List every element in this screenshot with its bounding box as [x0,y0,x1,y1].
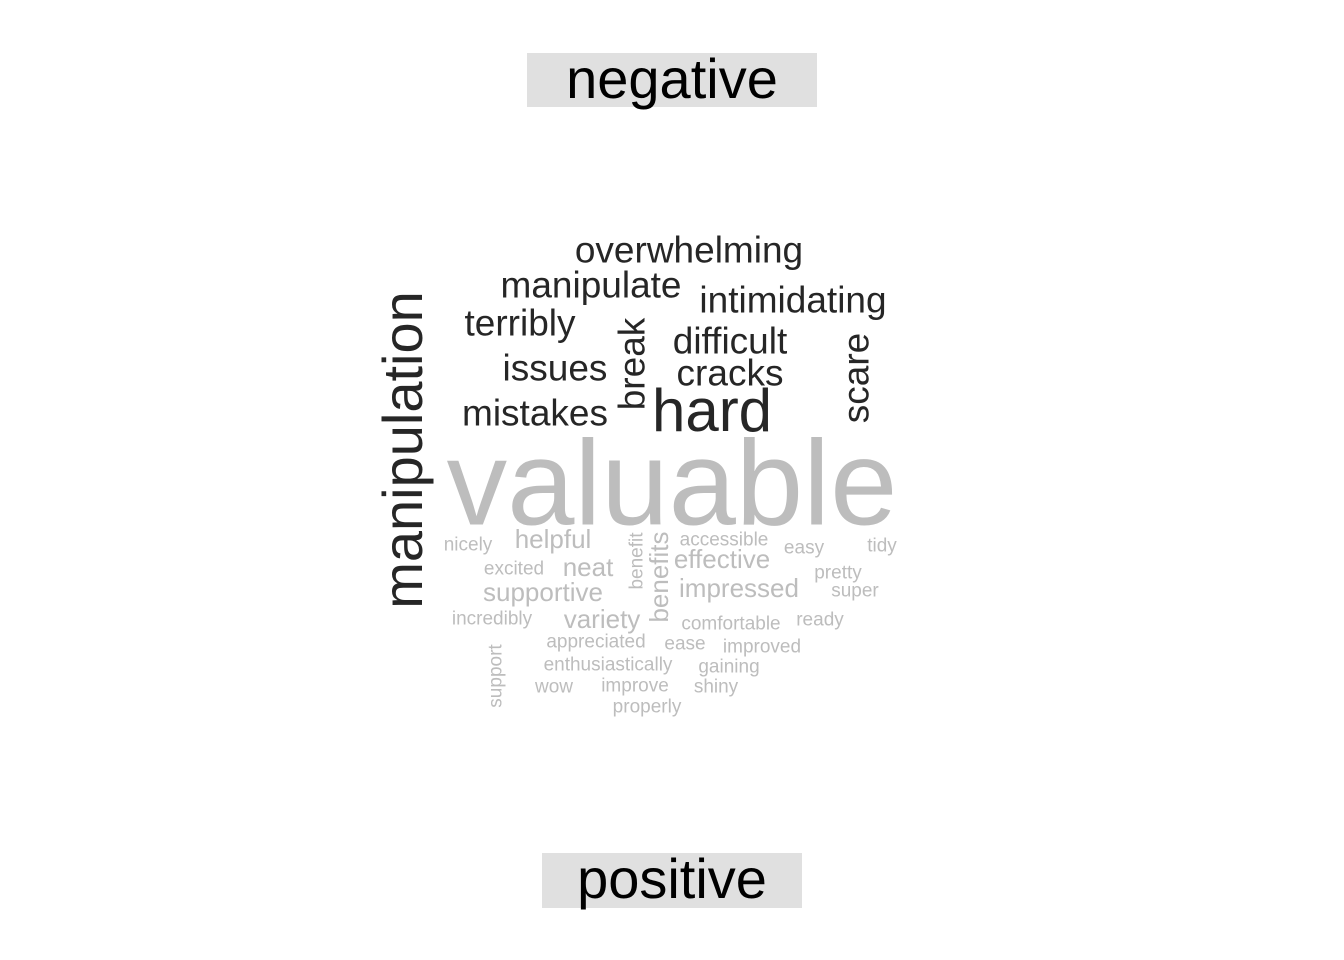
positive-word-ready: ready [796,609,844,631]
positive-label-text: positive [577,847,767,910]
negative-word-issues: issues [502,347,608,389]
negative-word-break: break [611,317,653,411]
positive-word-nicely: nicely [443,534,493,556]
positive-word-incredibly: incredibly [451,608,533,630]
positive-word-appreciated: appreciated [546,631,646,653]
positive-word-super: super [831,580,879,602]
negative-word-mistakes: mistakes [462,392,608,434]
positive-word-variety: variety [563,604,641,634]
positive-word-impressed: impressed [679,573,799,603]
positive-word-support: support [485,644,507,708]
negative-label-text: negative [566,47,778,110]
negative-word-terribly: terribly [464,302,576,344]
positive-word-wow: wow [534,676,574,698]
positive-word-shiny: shiny [693,676,739,698]
negative-word-scare: scare [835,332,877,424]
positive-word-accessible: accessible [679,529,769,551]
negative-group-label: negative [527,47,817,110]
positive-word-effective: effective [673,544,771,574]
positive-word-ease: ease [664,633,706,655]
positive-word-helpful: helpful [514,524,592,554]
positive-word-easy: easy [783,537,825,559]
positive-word-neat: neat [562,552,614,582]
positive-word-pretty: pretty [814,562,862,584]
positive-word-gaining: gaining [698,656,760,678]
positive-word-supportive: supportive [483,577,603,607]
negative-word-manipulate: manipulate [500,264,682,306]
positive-word-improved: improved [722,636,802,658]
positive-word-enthusiastically: enthusiastically [543,654,673,676]
positive-word-valuable: valuable [446,414,898,551]
negative-word-hard: hard [651,377,773,444]
positive-word-comfortable: comfortable [681,613,781,635]
negative-word-intimidating: intimidating [699,279,887,321]
positive-word-tidy: tidy [867,535,897,557]
negative-word-cracks: cracks [676,352,784,394]
positive-word-improve: improve [601,675,669,697]
positive-group-label: positive [542,847,802,910]
positive-word-benefits: benefits [644,531,674,623]
negative-word-overwhelming: overwhelming [574,229,804,271]
negative-word-difficult: difficult [672,320,788,362]
positive-word-properly: properly [612,696,682,718]
negative-word-manipulation: manipulation [371,291,434,609]
positive-word-excited: excited [483,558,545,580]
